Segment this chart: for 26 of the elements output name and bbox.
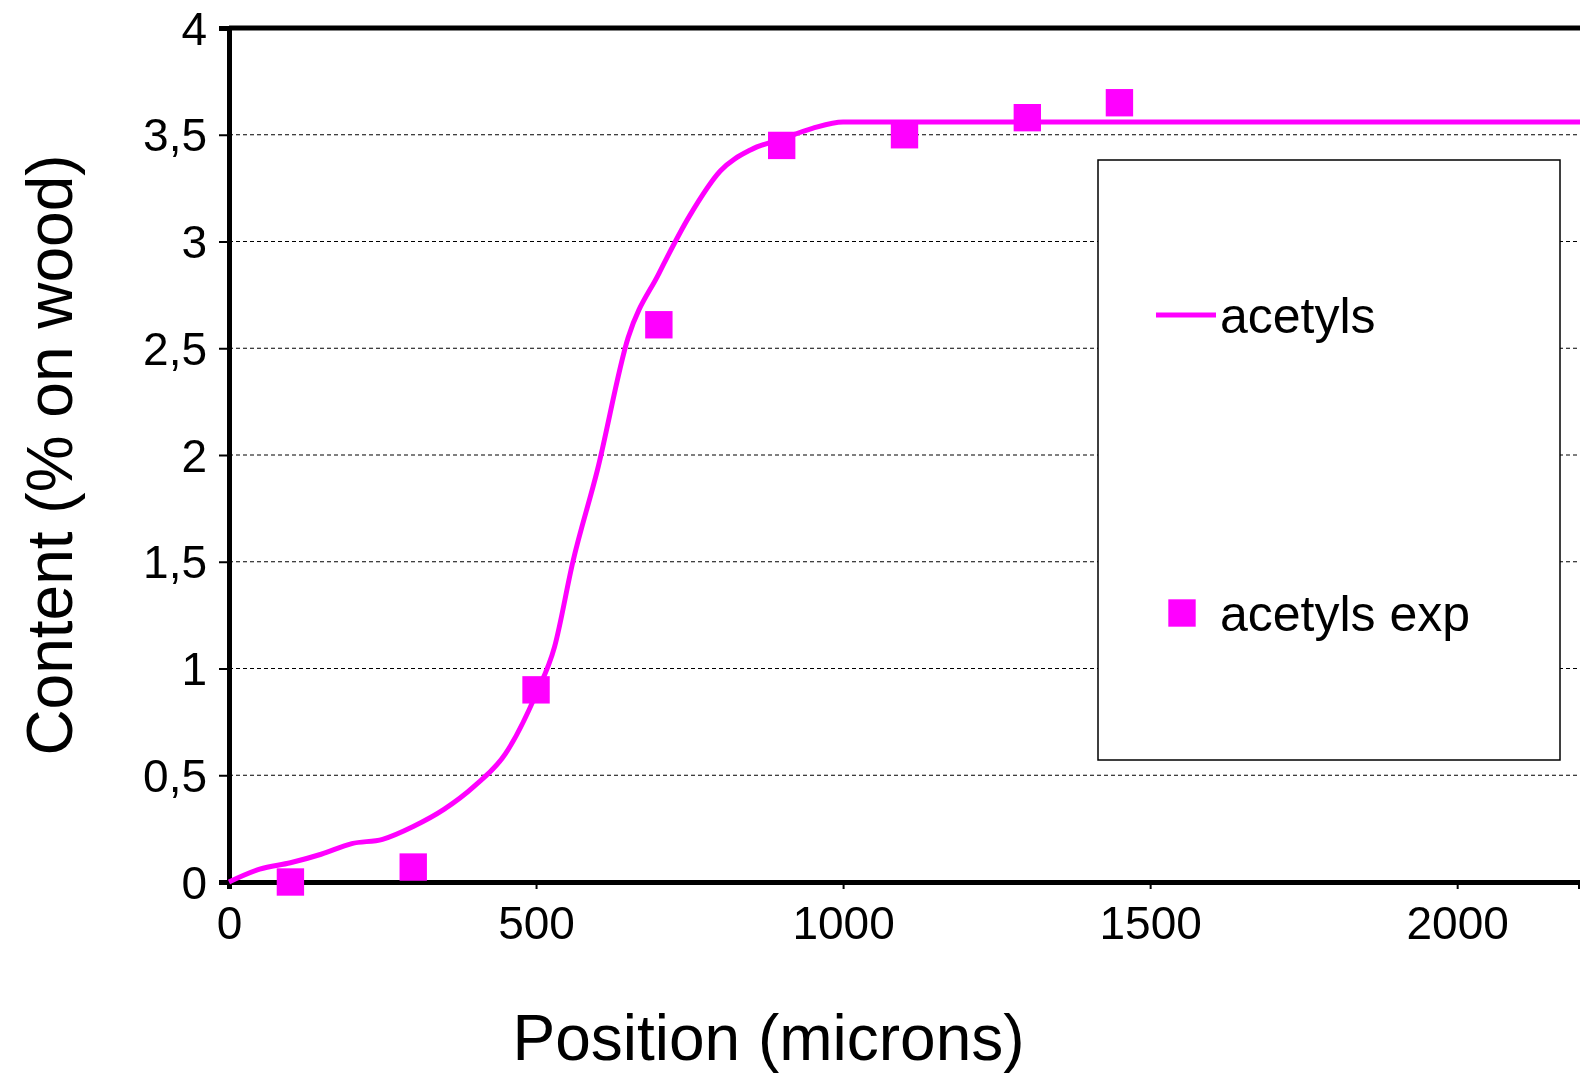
legend-label: acetyls <box>1220 287 1376 344</box>
y-tick-label: 1 <box>181 643 207 696</box>
point <box>522 676 550 704</box>
x-axis-title: Position (microns) <box>512 1002 1025 1074</box>
point <box>399 853 427 881</box>
y-tick-label: 4 <box>181 2 207 55</box>
point <box>890 121 919 149</box>
y-tick-label: 2,5 <box>143 322 207 375</box>
y-tick-label: 3 <box>181 216 207 269</box>
x-tick-label: 2000 <box>1406 897 1509 949</box>
x-tick-label: 0 <box>216 897 243 949</box>
point <box>1013 103 1042 132</box>
x-tick-label: 500 <box>498 897 575 949</box>
y-tick-label: 3,5 <box>143 109 207 162</box>
legend-label: acetyls exp <box>1220 585 1471 642</box>
y-tick-label: 1,5 <box>143 536 207 589</box>
y-tick-label: 0 <box>181 856 207 909</box>
x-tick-label: 1500 <box>1099 897 1202 949</box>
point <box>767 131 796 160</box>
x-tick-label: 1000 <box>792 897 895 949</box>
y-tick-label: 0,5 <box>143 749 207 802</box>
y-tick-label: 2 <box>181 429 207 482</box>
point <box>645 311 673 339</box>
point <box>276 868 305 896</box>
y-axis-title: Content (% on wood) <box>14 154 86 756</box>
point <box>1105 89 1134 117</box>
